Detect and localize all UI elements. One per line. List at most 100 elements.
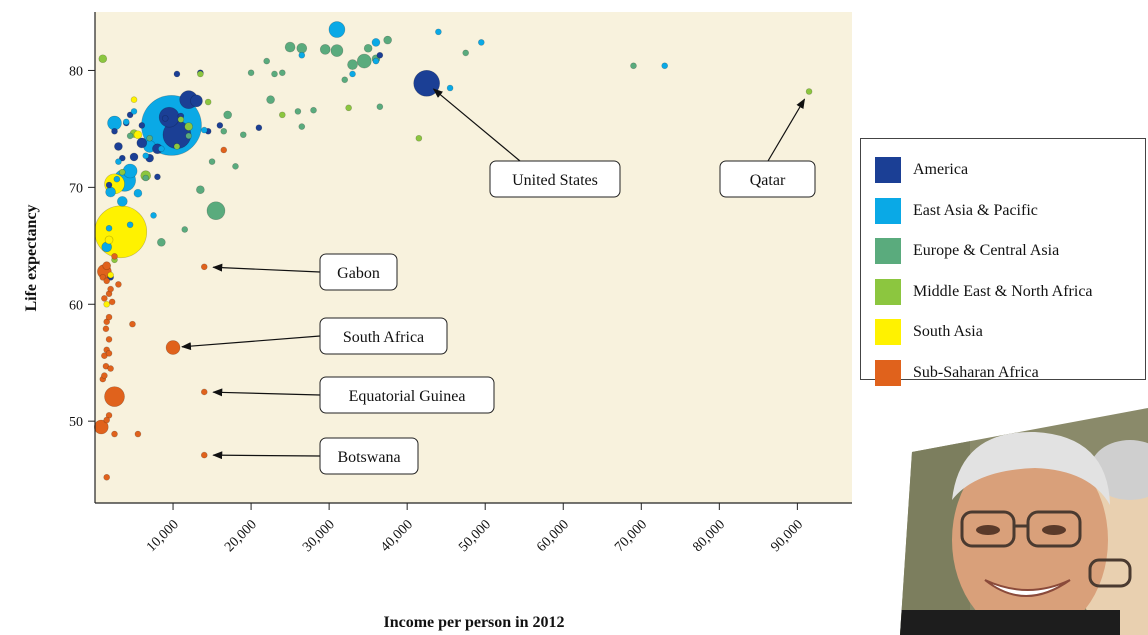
callout-label-united-states: United States bbox=[512, 172, 598, 189]
y-tick-label: 50 bbox=[69, 415, 83, 430]
bubble-middle-east-north-africa-7 bbox=[119, 168, 126, 176]
bubble-east-asia-pacific-27 bbox=[115, 158, 122, 165]
bubble-middle-east-north-africa-8 bbox=[173, 143, 181, 150]
bubble-middle-east-north-africa-5 bbox=[197, 70, 204, 78]
bubble-east-asia-pacific-24 bbox=[298, 51, 306, 59]
callout-box-united-states bbox=[489, 160, 621, 198]
legend-item-america: America bbox=[875, 157, 968, 183]
bubble-sub-saharan-africa-21 bbox=[105, 350, 113, 357]
bubble-europe-central-asia-4 bbox=[296, 42, 308, 54]
bubble-south-asia-5 bbox=[103, 300, 111, 308]
bubble-europe-central-asia-2 bbox=[356, 53, 372, 69]
bubble-sub-saharan-africa-33 bbox=[108, 298, 116, 306]
bubble-middle-east-north-africa-9 bbox=[177, 116, 185, 123]
bubble-east-asia-pacific-20 bbox=[446, 84, 454, 92]
legend-item-east-asia-pacific: East Asia & Pacific bbox=[875, 197, 1038, 224]
callouts-layer: United States Qatar Gabon South Africa Equat… bbox=[181, 88, 816, 475]
legend-swatch bbox=[875, 157, 901, 183]
x-tick-label: 10,000 bbox=[144, 517, 182, 555]
bubble-sub-saharan-africa-2 bbox=[165, 340, 181, 355]
bubble-america-24 bbox=[161, 115, 169, 122]
callout-box-gabon bbox=[319, 253, 398, 291]
callout-label-gabon: Gabon bbox=[337, 265, 380, 282]
bubble-middle-east-north-africa-6 bbox=[278, 111, 286, 119]
callout-arrow-equatorial-guinea bbox=[212, 388, 321, 397]
bubble-america-2 bbox=[413, 70, 440, 97]
y-tick-label: 70 bbox=[69, 181, 83, 196]
legend-swatch bbox=[875, 359, 901, 386]
bubble-europe-central-asia-5 bbox=[319, 44, 331, 55]
bubble-south-asia-2 bbox=[104, 235, 114, 245]
bubble-europe-central-asia-28 bbox=[341, 76, 349, 84]
bubble-europe-central-asia-25 bbox=[462, 49, 469, 57]
bubble-europe-central-asia-22 bbox=[232, 163, 239, 170]
bubble-america-8 bbox=[129, 152, 139, 162]
bubble-europe-central-asia-16 bbox=[247, 69, 255, 77]
callout-arrow-south-africa bbox=[181, 335, 321, 351]
bubble-south-asia-3 bbox=[133, 130, 143, 140]
bubble-east-asia-pacific-6 bbox=[371, 38, 381, 47]
bubble-east-asia-pacific-25 bbox=[130, 108, 138, 115]
bubble-europe-central-asia-17 bbox=[271, 70, 278, 78]
legend-swatch bbox=[875, 319, 901, 345]
callout-label-botswana: Botswana bbox=[337, 449, 400, 466]
bubble-europe-central-asia-18 bbox=[278, 69, 286, 77]
legend-label: Middle East & North Africa bbox=[913, 282, 1093, 300]
x-tick-label: 60,000 bbox=[534, 517, 572, 555]
bubble-america-1 bbox=[158, 106, 180, 128]
bubble-america-16 bbox=[216, 122, 224, 129]
x-axis-title: Income per person in 2012 bbox=[383, 614, 564, 631]
bubble-sub-saharan-africa-30 bbox=[111, 253, 118, 260]
bubble-sub-saharan-africa-7 bbox=[200, 451, 208, 459]
bubble-europe-central-asia-11 bbox=[223, 110, 232, 120]
bubble-sub-saharan-africa-0 bbox=[104, 386, 125, 407]
legend-label: East Asia & Pacific bbox=[913, 201, 1038, 219]
bubble-middle-east-north-africa-4 bbox=[184, 122, 193, 131]
bubble-europe-central-asia-0 bbox=[206, 201, 226, 221]
callout-box-south-africa bbox=[319, 317, 448, 355]
bubble-sub-saharan-africa-16 bbox=[105, 313, 113, 321]
bubble-sub-saharan-africa-18 bbox=[105, 336, 113, 343]
bubble-sub-saharan-africa-25 bbox=[101, 372, 108, 379]
bubble-sub-saharan-africa-14 bbox=[115, 281, 122, 288]
legend-label: Europe & Central Asia bbox=[913, 242, 1060, 259]
bubble-sub-saharan-africa-28 bbox=[129, 320, 136, 328]
bubble-europe-central-asia-32 bbox=[142, 174, 150, 182]
bubble-europe-central-asia-33 bbox=[146, 134, 153, 142]
bubble-sub-saharan-africa-13 bbox=[107, 285, 114, 293]
x-tick-label: 20,000 bbox=[222, 517, 260, 555]
bubble-america-12 bbox=[138, 122, 146, 129]
bubble-america-10 bbox=[111, 127, 118, 135]
bubble-america-5 bbox=[136, 137, 148, 149]
bubble-europe-central-asia-14 bbox=[157, 238, 166, 247]
bubble-middle-east-north-africa-0 bbox=[98, 54, 108, 64]
bubble-middle-east-north-africa-11 bbox=[345, 104, 352, 112]
bubble-sub-saharan-africa-27 bbox=[103, 416, 111, 424]
bubble-sub-saharan-africa-23 bbox=[107, 365, 114, 372]
legend-item-europe-central-asia: Europe & Central Asia bbox=[875, 238, 1059, 264]
bubble-sub-saharan-africa-17 bbox=[102, 325, 110, 333]
bubble-east-asia-pacific-16 bbox=[113, 175, 121, 183]
x-tick-label: 30,000 bbox=[300, 517, 338, 555]
callout-arrow-qatar bbox=[767, 98, 806, 162]
bubble-sub-saharan-africa-31 bbox=[99, 274, 107, 281]
callout-label-equatorial-guinea: Equatorial Guinea bbox=[349, 388, 466, 405]
bubble-america-14 bbox=[173, 70, 181, 78]
bubble-middle-east-north-africa-10 bbox=[415, 134, 423, 142]
bubble-europe-central-asia-9 bbox=[363, 43, 373, 53]
bubble-east-asia-pacific-19 bbox=[122, 118, 130, 126]
bubble-sub-saharan-africa-8 bbox=[103, 473, 111, 481]
bubble-america-23 bbox=[105, 181, 113, 189]
bubble-europe-central-asia-13 bbox=[196, 185, 205, 194]
bubble-east-asia-pacific-18 bbox=[150, 212, 157, 219]
x-tick-label: 70,000 bbox=[612, 517, 650, 555]
x-tick-label: 90,000 bbox=[768, 517, 806, 555]
x-tick-label: 80,000 bbox=[690, 517, 728, 555]
legend-label: Sub-Saharan Africa bbox=[913, 363, 1039, 381]
bubble-sub-saharan-africa-32 bbox=[103, 277, 111, 285]
bubble-sub-saharan-africa-1 bbox=[93, 419, 109, 435]
bubble-america-4 bbox=[190, 94, 203, 108]
bubble-east-asia-pacific-26 bbox=[158, 145, 165, 153]
bubble-east-asia-pacific-14 bbox=[142, 152, 150, 160]
